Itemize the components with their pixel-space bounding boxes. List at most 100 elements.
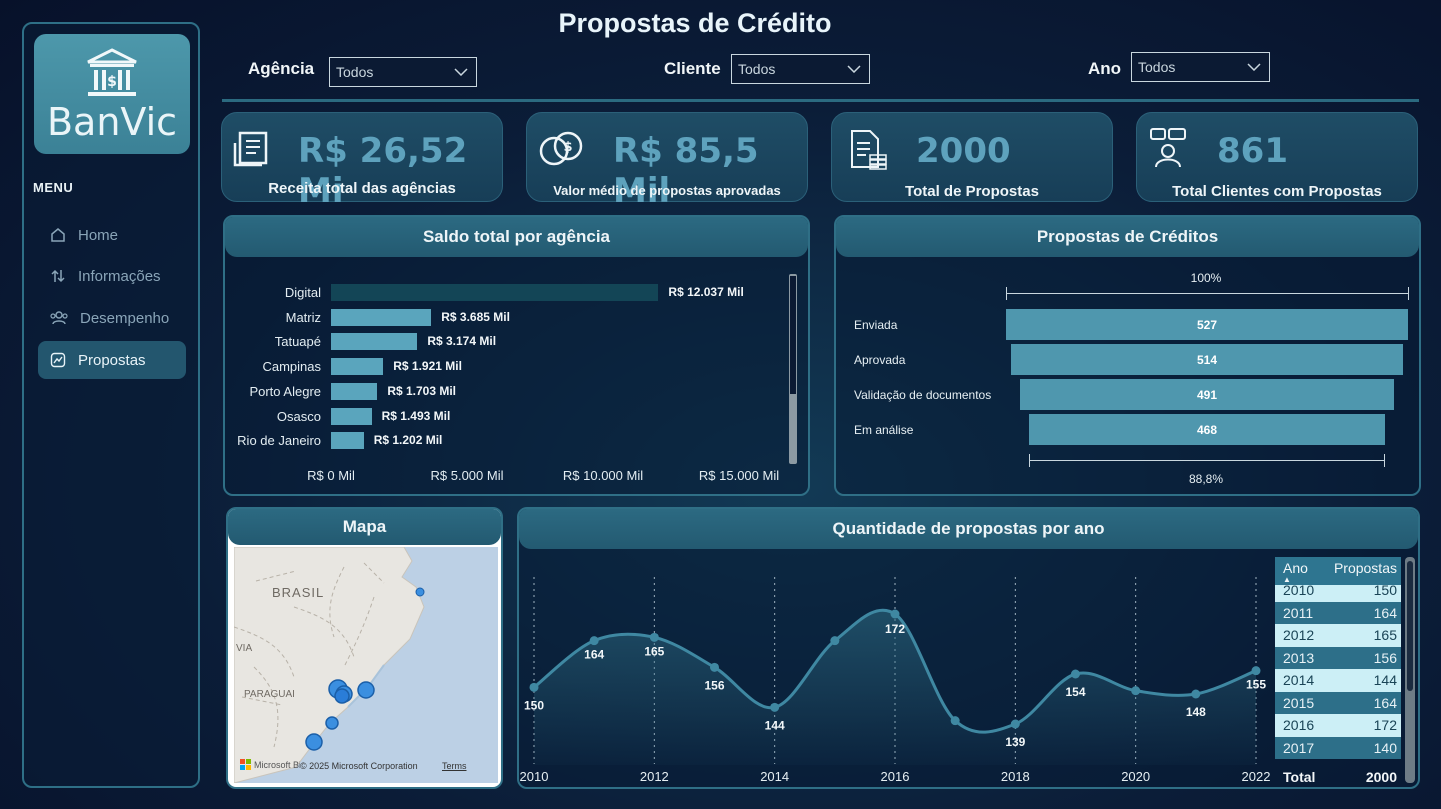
ano-select[interactable]: Todos bbox=[1131, 52, 1270, 82]
menu-label: MENU bbox=[33, 180, 74, 195]
cliente-select[interactable]: Todos bbox=[731, 54, 870, 84]
table-row[interactable]: 2013 156 bbox=[1275, 646, 1401, 669]
bar[interactable] bbox=[331, 333, 418, 351]
data-point[interactable] bbox=[589, 636, 599, 646]
table-row[interactable]: 2011 164 bbox=[1275, 601, 1401, 624]
kpi-total-propostas: 2000 Total de Propostas bbox=[831, 112, 1113, 202]
panel-title: Saldo total por agência bbox=[225, 217, 808, 257]
chevron-down-icon bbox=[847, 65, 861, 73]
data-point[interactable] bbox=[770, 702, 780, 712]
x-tick-label: 2012 bbox=[640, 769, 669, 784]
sidebar-item-home[interactable]: Home bbox=[38, 216, 186, 254]
x-tick-label: R$ 0 Mil bbox=[307, 468, 355, 483]
microsoft-logo-icon bbox=[240, 759, 251, 770]
data-point[interactable] bbox=[1251, 666, 1261, 676]
funnel-chart: Enviada 527 Aprovada 514 Validação de docume… bbox=[836, 217, 1419, 494]
bar-value-label: R$ 1.921 Mil bbox=[393, 359, 462, 374]
table-row[interactable]: 2010 150 bbox=[1275, 585, 1401, 602]
data-label: 172 bbox=[885, 622, 905, 636]
data-point[interactable] bbox=[710, 662, 719, 672]
funnel-bar[interactable]: 491 bbox=[1019, 379, 1395, 410]
column-header-propostas[interactable]: Propostas bbox=[1333, 560, 1397, 576]
year-table: Ano ▲ Propostas 2010 150 2011 164 2012 165 2013… bbox=[1275, 557, 1401, 787]
bar-category-label: Tatuapé bbox=[274, 334, 321, 350]
funnel-bar[interactable]: 514 bbox=[1010, 344, 1404, 375]
year-chart-svg: 150 164 165 156 144 172 139 154 148 155 2010 2012 20… bbox=[520, 577, 1271, 784]
bar[interactable] bbox=[331, 432, 364, 450]
data-point[interactable] bbox=[1071, 669, 1080, 679]
funnel-bar[interactable]: 468 bbox=[1028, 414, 1386, 445]
sidebar-item-label: Desempenho bbox=[80, 309, 170, 327]
panel-title: Propostas de Créditos bbox=[836, 217, 1419, 257]
sidebar-item-propostas[interactable]: Propostas bbox=[38, 341, 186, 379]
year-table-header: Ano ▲ Propostas bbox=[1275, 557, 1401, 585]
data-point[interactable] bbox=[649, 632, 659, 642]
data-point[interactable] bbox=[1010, 719, 1020, 729]
data-point[interactable] bbox=[890, 609, 900, 619]
filter-label-ano: Ano bbox=[1088, 59, 1122, 78]
scrollbar[interactable] bbox=[1405, 557, 1415, 783]
chevron-down-icon bbox=[454, 68, 468, 76]
data-point[interactable] bbox=[830, 636, 840, 646]
x-tick-label: 2016 bbox=[881, 769, 910, 784]
table-row[interactable]: 2017 140 bbox=[1275, 736, 1401, 759]
funnel-top-bracket-right bbox=[1408, 287, 1409, 300]
funnel-top-pct: 100% bbox=[1190, 271, 1222, 285]
bar[interactable] bbox=[331, 358, 384, 376]
document-money-icon bbox=[851, 130, 887, 170]
map[interactable]: BRASIL VIA PARAGUAI Microsoft Bing © 202… bbox=[233, 546, 498, 784]
data-point[interactable] bbox=[950, 716, 960, 726]
x-tick-label: 2020 bbox=[1121, 769, 1150, 784]
cell-propostas: 150 bbox=[1373, 585, 1397, 599]
cell-ano: 2015 bbox=[1283, 694, 1315, 711]
table-row[interactable]: 2014 144 bbox=[1275, 669, 1401, 692]
bar[interactable] bbox=[331, 308, 432, 326]
kpi-label: Receita total das agências bbox=[268, 180, 456, 197]
map-attribution: © 2025 Microsoft Corporation bbox=[300, 761, 418, 771]
funnel-bar[interactable]: 527 bbox=[1006, 309, 1408, 340]
column-header-ano[interactable]: Ano ▲ bbox=[1275, 557, 1321, 585]
scrollbar-thumb[interactable] bbox=[790, 276, 796, 394]
bar[interactable] bbox=[331, 407, 372, 425]
column-header-label: Ano bbox=[1283, 560, 1308, 576]
bar[interactable] bbox=[331, 382, 378, 400]
table-row[interactable]: 2015 164 bbox=[1275, 691, 1401, 714]
bar[interactable] bbox=[331, 284, 659, 301]
cell-ano: 2010 bbox=[1283, 585, 1315, 599]
bar-category-label: Osasco bbox=[276, 408, 321, 424]
cell-propostas: 165 bbox=[1373, 627, 1397, 644]
funnel-stage-label: Em análise bbox=[854, 423, 914, 437]
header-divider bbox=[222, 99, 1419, 102]
x-tick-label: 2022 bbox=[1242, 769, 1271, 784]
panel-title: Quantidade de propostas por ano bbox=[519, 509, 1418, 549]
table-row[interactable]: 2012 165 bbox=[1275, 624, 1401, 647]
sidebar-item-label: Home bbox=[78, 226, 119, 244]
bar-category-label: Porto Alegre bbox=[249, 383, 321, 399]
coins-icon: $ bbox=[539, 131, 583, 166]
map-terms-link[interactable]: Terms bbox=[442, 761, 467, 771]
filter-label-cliente: Cliente bbox=[664, 59, 721, 78]
cell-ano: 2017 bbox=[1283, 739, 1315, 756]
trend-chart-icon bbox=[50, 352, 66, 368]
sidebar-item-informacoes[interactable]: Informações bbox=[38, 257, 186, 295]
year-panel: Quantidade de propostas por ano 150 164 16… bbox=[517, 507, 1420, 789]
data-point[interactable] bbox=[529, 682, 539, 692]
funnel-top-bracket-left bbox=[1006, 287, 1007, 300]
x-tick-label: R$ 15.000 Mil bbox=[698, 468, 780, 483]
area-fill bbox=[534, 610, 1256, 765]
data-point[interactable] bbox=[1191, 689, 1201, 699]
receipt-icon bbox=[233, 131, 268, 167]
cell-ano: 2014 bbox=[1283, 672, 1315, 689]
bar-value-label: R$ 1.493 Mil bbox=[381, 408, 451, 423]
kpi-value: 2000 bbox=[916, 131, 1011, 171]
scrollbar[interactable] bbox=[789, 274, 797, 464]
scrollbar-thumb[interactable] bbox=[1407, 561, 1413, 691]
map-panel: Mapa BRASIL VIA PARAGUAI Microsoft Bing … bbox=[226, 507, 503, 789]
table-row[interactable]: 2016 172 bbox=[1275, 714, 1401, 737]
agencia-select[interactable]: Todos bbox=[329, 57, 477, 87]
svg-text:$: $ bbox=[563, 140, 572, 155]
data-point[interactable] bbox=[1131, 686, 1141, 696]
sidebar-item-label: Propostas bbox=[78, 351, 146, 369]
sidebar-item-desempenho[interactable]: Desempenho bbox=[38, 299, 186, 337]
ano-select-value: Todos bbox=[1138, 59, 1176, 75]
